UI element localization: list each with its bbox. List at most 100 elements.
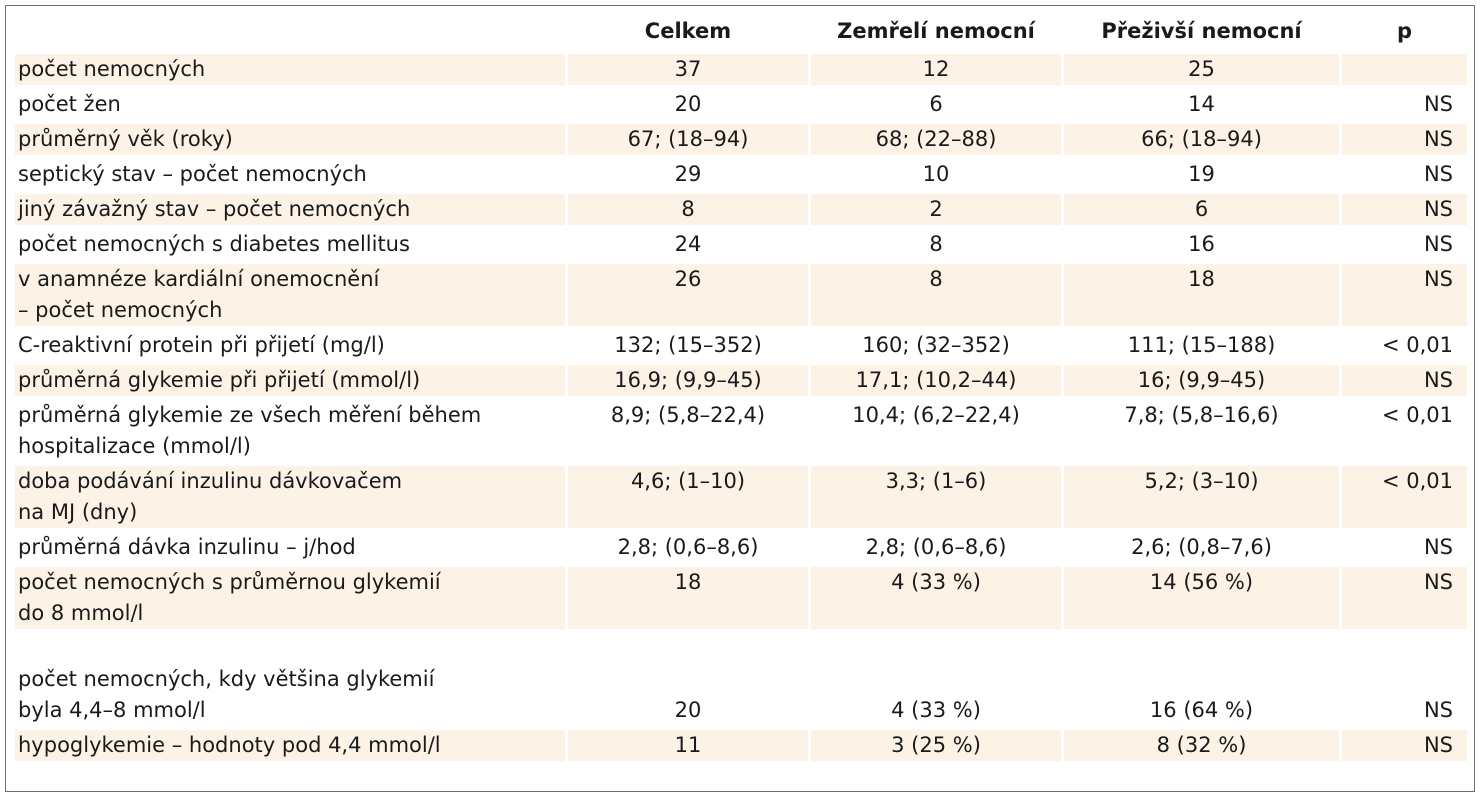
cell-survivors: 8 (32 %) — [1064, 730, 1339, 761]
row-label-line: v anamnéze kardiální onemocnění — [18, 267, 380, 291]
table-row: jiný závažný stav – počet nemocných 8 2 … — [15, 194, 1467, 225]
cell-survivors: 2,6; (0,8–7,6) — [1131, 535, 1272, 559]
cell-deceased: 17,1; (10,2–44) — [811, 365, 1061, 396]
header-survivors: Přeživší nemocní — [1101, 19, 1302, 43]
cell-deceased: 4 (33 %) — [811, 567, 1061, 629]
cell-total: 18 — [568, 567, 808, 629]
cell-total: 16,9; (9,9–45) — [568, 365, 808, 396]
row-label: hypoglykemie – hodnoty pod 4,4 mmol/l — [15, 730, 565, 761]
cell-p-value: NS — [1342, 730, 1467, 761]
cell-p-value: NS — [1342, 264, 1467, 326]
row-label: počet nemocných, kdy většina glykemií byl… — [15, 633, 565, 726]
cell-survivors: 7,8; (5,8–16,6) — [1124, 403, 1279, 427]
row-label-line: průměrný věk (roky) — [18, 127, 233, 151]
cell-survivors: 16 — [1188, 232, 1215, 256]
cell-survivors: 25 — [1064, 54, 1339, 85]
cell-survivors: 16; (9,9–45) — [1064, 365, 1339, 396]
row-label: počet nemocných s průměrnou glykemií do 8… — [15, 567, 565, 629]
table-row: průměrný věk (roky) 67; (18–94) 68; (22–… — [15, 124, 1467, 155]
row-label-line: počet nemocných, kdy většina glykemií — [18, 667, 435, 691]
row-label-line: na MJ (dny) — [18, 500, 138, 524]
row-label-line: hypoglykemie – hodnoty pod 4,4 mmol/l — [18, 733, 441, 757]
cell-deceased: 3 (25 %) — [811, 730, 1061, 761]
cell-p-value: < 0,01 — [1381, 403, 1453, 427]
cell-survivors: 14 — [1188, 92, 1215, 116]
table-row: C-reaktivní protein při přijetí (mg/l) 1… — [15, 330, 1467, 361]
cell-deceased: 160; (32–352) — [862, 333, 1010, 357]
cell-p-value: < 0,01 — [1342, 466, 1467, 528]
table-header-row: Celkem Zemřelí nemocní Přeživší nemocní … — [15, 12, 1467, 50]
header-p-value: p — [1396, 19, 1413, 43]
cell-total: 37 — [568, 54, 808, 85]
cell-total: 20 — [674, 92, 702, 116]
clinical-data-table: Celkem Zemřelí nemocní Přeživší nemocní … — [12, 8, 1470, 765]
header-total: Celkem — [644, 19, 732, 43]
row-label-line: do 8 mmol/l — [18, 601, 144, 625]
cell-total: 8,9; (5,8–22,4) — [610, 403, 766, 427]
row-label: v anamnéze kardiální onemocnění – počet n… — [15, 264, 565, 326]
row-label: septický stav – počet nemocných — [15, 159, 565, 190]
cell-deceased: 6 — [929, 92, 943, 116]
cell-survivors: 111; (15–188) — [1127, 333, 1276, 357]
cell-p-value: NS — [1342, 194, 1467, 225]
cell-deceased: 2,8; (0,6–8,6) — [865, 535, 1007, 559]
row-label: C-reaktivní protein při přijetí (mg/l) — [15, 330, 565, 361]
cell-survivors: 18 — [1064, 264, 1339, 326]
row-label: počet žen — [15, 89, 565, 120]
table-row: počet nemocných 37 12 25 — [15, 54, 1467, 85]
table-row: průměrná glykemie při přijetí (mmol/l) 1… — [15, 365, 1467, 396]
cell-survivors: 5,2; (3–10) — [1064, 466, 1339, 528]
row-label: počet nemocných s diabetes mellitus — [15, 229, 565, 260]
cell-p-value: NS — [1423, 698, 1453, 722]
table-row: doba podávání inzulinu dávkovačem na MJ (… — [15, 466, 1467, 528]
cell-p-value: NS — [1423, 232, 1453, 256]
cell-deceased: 8 — [811, 264, 1061, 326]
cell-survivors: 14 (56 %) — [1064, 567, 1339, 629]
row-label-line: doba podávání inzulinu dávkovačem — [18, 469, 403, 493]
row-label: počet nemocných — [15, 54, 565, 85]
row-label-line: průměrná dávka inzulinu – j/hod — [18, 535, 356, 559]
table-row: septický stav – počet nemocných 29 10 19… — [15, 159, 1467, 190]
cell-total: 132; (15–352) — [614, 333, 762, 357]
cell-p-value: NS — [1423, 535, 1453, 559]
table-row: počet žen 20 6 14 NS — [15, 89, 1467, 120]
table-frame: Celkem Zemřelí nemocní Přeživší nemocní … — [5, 5, 1475, 792]
cell-survivors: 16 (64 %) — [1149, 698, 1254, 722]
table-row: hypoglykemie – hodnoty pod 4,4 mmol/l 11… — [15, 730, 1467, 761]
row-label: průměrná dávka inzulinu – j/hod — [15, 532, 565, 563]
header-deceased: Zemřelí nemocní — [837, 19, 1035, 43]
row-label-line: počet nemocných s průměrnou glykemií — [18, 570, 441, 594]
cell-total: 8 — [568, 194, 808, 225]
table-row: průměrná dávka inzulinu – j/hod 2,8; (0,… — [15, 532, 1467, 563]
cell-p-value: NS — [1342, 365, 1467, 396]
cell-p-value: NS — [1423, 162, 1453, 186]
row-label: průměrná glykemie při přijetí (mmol/l) — [15, 365, 565, 396]
cell-deceased: 4 (33 %) — [891, 698, 981, 722]
cell-deceased: 68; (22–88) — [811, 124, 1061, 155]
cell-deceased: 12 — [811, 54, 1061, 85]
row-label: doba podávání inzulinu dávkovačem na MJ (… — [15, 466, 565, 528]
table-row: průměrná glykemie ze všech měření během h… — [15, 400, 1467, 462]
cell-total: 11 — [568, 730, 808, 761]
header-parameter — [15, 12, 565, 50]
cell-p-value: NS — [1423, 92, 1453, 116]
cell-total: 4,6; (1–10) — [568, 466, 808, 528]
cell-p-value: NS — [1342, 124, 1467, 155]
cell-deceased: 8 — [929, 232, 943, 256]
table-row: v anamnéze kardiální onemocnění – počet n… — [15, 264, 1467, 326]
cell-p-value: < 0,01 — [1381, 333, 1453, 357]
cell-p-value — [1342, 54, 1467, 85]
row-label-line: počet žen — [18, 92, 121, 116]
row-label: průměrná glykemie ze všech měření během h… — [15, 400, 565, 462]
cell-total: 24 — [674, 232, 702, 256]
row-label-line: jiný závažný stav – počet nemocných — [18, 197, 411, 221]
cell-total: 67; (18–94) — [568, 124, 808, 155]
row-label: jiný závažný stav – počet nemocných — [15, 194, 565, 225]
table-row: počet nemocných s průměrnou glykemií do 8… — [15, 567, 1467, 629]
cell-deceased: 3,3; (1–6) — [811, 466, 1061, 528]
row-label-line: počet nemocných s diabetes mellitus — [18, 232, 410, 256]
cell-total: 20 — [674, 698, 702, 722]
cell-deceased: 2 — [811, 194, 1061, 225]
cell-survivors: 19 — [1188, 162, 1215, 186]
row-label-line: – počet nemocných — [18, 298, 223, 322]
